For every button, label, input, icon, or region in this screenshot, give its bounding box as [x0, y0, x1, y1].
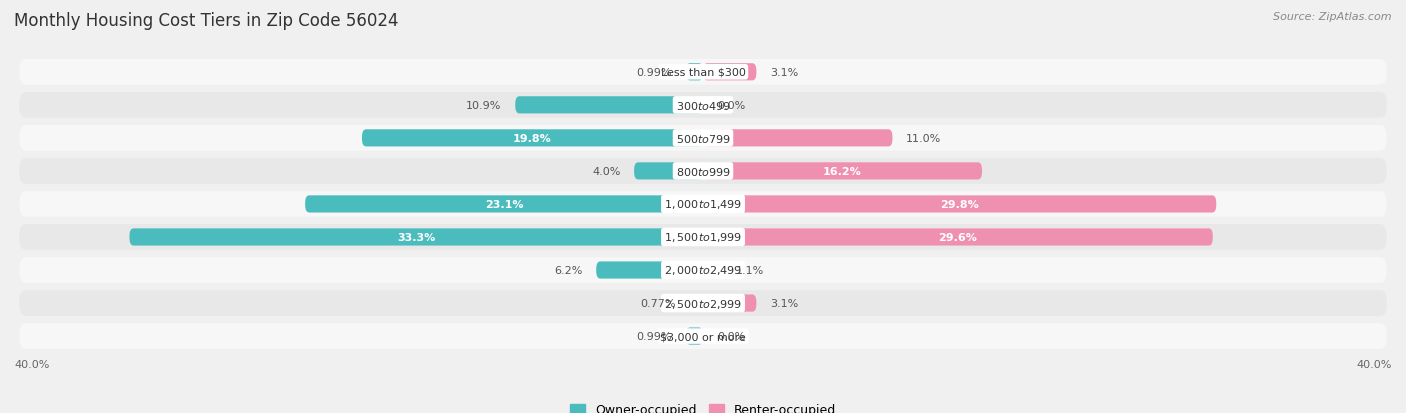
FancyBboxPatch shape	[703, 196, 1216, 213]
FancyBboxPatch shape	[703, 130, 893, 147]
FancyBboxPatch shape	[129, 229, 703, 246]
Text: $1,000 to $1,499: $1,000 to $1,499	[664, 198, 742, 211]
Text: $500 to $799: $500 to $799	[675, 133, 731, 145]
Text: 3.1%: 3.1%	[770, 298, 799, 308]
Text: 40.0%: 40.0%	[14, 358, 49, 369]
Text: 11.0%: 11.0%	[907, 133, 942, 144]
FancyBboxPatch shape	[20, 290, 1386, 316]
Text: 29.8%: 29.8%	[941, 199, 979, 209]
Text: $3,000 or more: $3,000 or more	[661, 331, 745, 341]
Text: 4.0%: 4.0%	[592, 166, 620, 176]
FancyBboxPatch shape	[703, 163, 981, 180]
Text: 33.3%: 33.3%	[396, 233, 436, 242]
FancyBboxPatch shape	[20, 257, 1386, 283]
Legend: Owner-occupied, Renter-occupied: Owner-occupied, Renter-occupied	[565, 398, 841, 413]
FancyBboxPatch shape	[703, 295, 756, 312]
FancyBboxPatch shape	[20, 126, 1386, 152]
FancyBboxPatch shape	[361, 130, 703, 147]
FancyBboxPatch shape	[690, 295, 703, 312]
FancyBboxPatch shape	[20, 93, 1386, 119]
FancyBboxPatch shape	[686, 328, 703, 345]
Text: 16.2%: 16.2%	[823, 166, 862, 176]
FancyBboxPatch shape	[20, 225, 1386, 250]
Text: 0.77%: 0.77%	[641, 298, 676, 308]
Text: 0.0%: 0.0%	[717, 331, 745, 341]
Text: Less than $300: Less than $300	[661, 68, 745, 78]
Text: 1.1%: 1.1%	[735, 265, 763, 275]
FancyBboxPatch shape	[20, 323, 1386, 349]
FancyBboxPatch shape	[20, 159, 1386, 184]
FancyBboxPatch shape	[634, 163, 703, 180]
FancyBboxPatch shape	[515, 97, 703, 114]
Text: 0.99%: 0.99%	[637, 331, 672, 341]
FancyBboxPatch shape	[20, 60, 1386, 85]
Text: Monthly Housing Cost Tiers in Zip Code 56024: Monthly Housing Cost Tiers in Zip Code 5…	[14, 12, 398, 30]
FancyBboxPatch shape	[596, 262, 703, 279]
FancyBboxPatch shape	[703, 64, 756, 81]
FancyBboxPatch shape	[703, 229, 1213, 246]
FancyBboxPatch shape	[703, 262, 721, 279]
Text: 10.9%: 10.9%	[467, 101, 502, 111]
Text: $1,500 to $1,999: $1,500 to $1,999	[664, 231, 742, 244]
Text: 0.0%: 0.0%	[717, 101, 745, 111]
Text: 0.99%: 0.99%	[637, 68, 672, 78]
Text: 6.2%: 6.2%	[554, 265, 582, 275]
FancyBboxPatch shape	[686, 64, 703, 81]
FancyBboxPatch shape	[305, 196, 703, 213]
Text: $2,500 to $2,999: $2,500 to $2,999	[664, 297, 742, 310]
Text: $2,000 to $2,499: $2,000 to $2,499	[664, 264, 742, 277]
Text: 23.1%: 23.1%	[485, 199, 523, 209]
Text: 29.6%: 29.6%	[938, 233, 977, 242]
Text: $800 to $999: $800 to $999	[675, 166, 731, 178]
Text: Source: ZipAtlas.com: Source: ZipAtlas.com	[1274, 12, 1392, 22]
Text: $300 to $499: $300 to $499	[675, 100, 731, 112]
FancyBboxPatch shape	[20, 192, 1386, 217]
Text: 19.8%: 19.8%	[513, 133, 553, 144]
Text: 40.0%: 40.0%	[1357, 358, 1392, 369]
Text: 3.1%: 3.1%	[770, 68, 799, 78]
